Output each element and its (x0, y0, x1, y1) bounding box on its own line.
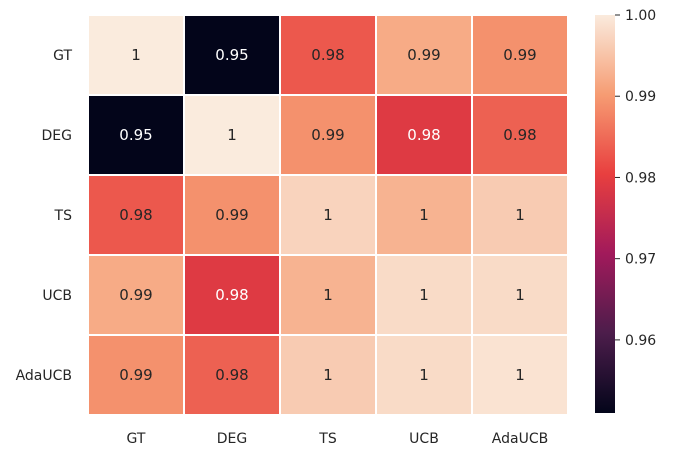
cell-value-label: 0.99 (119, 286, 152, 304)
heatmap-cell-gt-gt (87, 14, 185, 96)
heatmap-cell-deg-gt (87, 94, 185, 176)
heatmap-cell-ucb-deg (183, 254, 281, 336)
cell-value-label: 0.95 (119, 126, 152, 144)
heatmap-cell-ucb-adaucb (471, 254, 569, 336)
x-tick-labels: GT DEG TS UCB AdaUCB (127, 431, 549, 447)
cell-value-label: 0.95 (215, 46, 248, 64)
cell-value-label: 1 (419, 286, 429, 304)
heatmap-cell-ts-ucb (375, 174, 473, 256)
y-tick-label-adaucb: AdaUCB (16, 368, 72, 384)
cell-value-label: 0.99 (407, 46, 440, 64)
cell-value-label: 1 (515, 286, 525, 304)
colorbar-tick-label: 0.99 (625, 89, 656, 105)
colorbar-tick-label: 0.96 (625, 333, 656, 349)
cell-value-label: 0.98 (311, 46, 344, 64)
cell-value-label: 1 (419, 366, 429, 384)
heatmap-cell-adaucb-deg (183, 334, 281, 416)
y-tick-label-ts: TS (54, 208, 73, 224)
x-tick-label-adaucb: AdaUCB (492, 431, 548, 447)
heatmap-cell-ucb-ts (279, 254, 377, 336)
cell-value-label: 0.99 (119, 366, 152, 384)
heatmap-cell-deg-ts (279, 94, 377, 176)
y-tick-label-ucb: UCB (42, 288, 72, 304)
heatmap-cell-adaucb-adaucb (471, 334, 569, 416)
colorbar-gradient (595, 15, 615, 413)
cell-value-label: 1 (515, 366, 525, 384)
cell-value-label: 1 (131, 46, 141, 64)
heatmap-cell-ts-deg (183, 174, 281, 256)
colorbar: 0.96 0.97 0.98 0.99 1.00 (595, 8, 656, 413)
cell-value-label: 1 (227, 126, 237, 144)
heatmap-cell-deg-adaucb (471, 94, 569, 176)
cell-value-label: 0.99 (311, 126, 344, 144)
heatmap-cell-ucb-gt (87, 254, 185, 336)
colorbar-tick-label: 0.97 (625, 252, 656, 268)
colorbar-tick-label: 0.98 (625, 170, 656, 186)
cell-value-label: 1 (323, 286, 333, 304)
colorbar-tick-label: 1.00 (625, 8, 656, 24)
cell-value-label: 1 (323, 206, 333, 224)
x-tick-label-deg: DEG (217, 431, 247, 447)
cell-value-label: 0.98 (407, 126, 440, 144)
cell-value-label: 0.98 (119, 206, 152, 224)
cell-value-label: 1 (419, 206, 429, 224)
x-tick-label-ucb: UCB (409, 431, 439, 447)
cell-value-label: 0.98 (215, 366, 248, 384)
cell-value-label: 1 (323, 366, 333, 384)
heatmap-cell-adaucb-gt (87, 334, 185, 416)
cell-value-label: 0.98 (215, 286, 248, 304)
y-tick-label-deg: DEG (42, 128, 72, 144)
heatmap-cell-gt-deg (183, 14, 281, 96)
heatmap-cell-ucb-ucb (375, 254, 473, 336)
cell-value-label: 0.99 (503, 46, 536, 64)
cell-value-label: 0.99 (215, 206, 248, 224)
x-tick-label-ts: TS (318, 431, 337, 447)
cell-value-label: 1 (515, 206, 525, 224)
y-tick-labels: GT DEG TS UCB AdaUCB (16, 48, 73, 384)
heatmap-cell-adaucb-ts (279, 334, 377, 416)
x-tick-label-gt: GT (127, 431, 146, 447)
heatmap-cells (87, 14, 569, 416)
heatmap-cell-labels: 1 0.95 0.98 0.99 0.99 0.95 1 0.99 0.98 0.98 0.98 0.… (119, 46, 536, 384)
cell-value-label: 0.98 (503, 126, 536, 144)
y-tick-label-gt: GT (53, 48, 72, 64)
